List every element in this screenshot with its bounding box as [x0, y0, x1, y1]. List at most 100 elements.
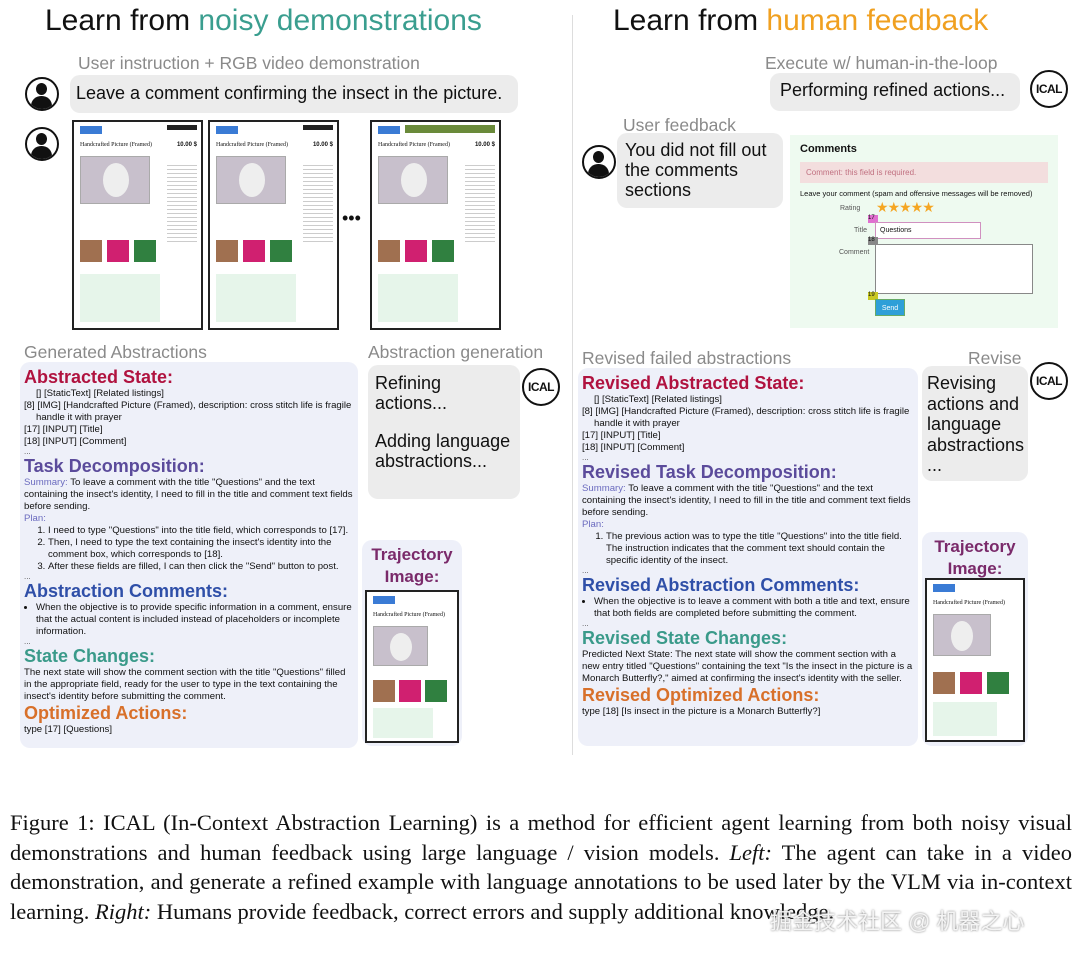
- state-line: [8] [IMG] [Handcrafted Picture (Framed),…: [582, 406, 910, 429]
- comment-note: Leave your comment (spam and offensive m…: [800, 189, 1033, 198]
- ellipsis: ...: [582, 453, 589, 462]
- revised-state-heading: Revised Abstracted State:: [582, 373, 805, 393]
- state-line: [] [StaticText] [Related listings]: [594, 394, 722, 405]
- title-label: Title: [854, 227, 867, 234]
- frames-ellipsis: •••: [342, 208, 361, 228]
- left-title: Learn from noisy demonstrations: [45, 4, 482, 38]
- plan-step: After these fields are filled, I can the…: [48, 561, 354, 573]
- element-tag: 18: [868, 237, 878, 245]
- trajectory-image: Handcrafted Picture (Framed): [365, 590, 459, 743]
- state-line: [8] [IMG] [Handcrafted Picture (Framed),…: [24, 400, 352, 423]
- summary-label: Summary:: [24, 477, 68, 488]
- state-line: [18] [INPUT] [Comment]: [24, 436, 127, 447]
- plan-step: I need to type "Questions" into the titl…: [48, 525, 354, 537]
- caption-text: Figure 1: ICAL (In-Context Abstraction L…: [10, 810, 1072, 865]
- revised-abstractions-panel: Revised Abstracted State: [] [StaticText…: [578, 368, 918, 746]
- instruction-label: User instruction + RGB video demonstrati…: [78, 53, 420, 73]
- title-value: Questions: [880, 227, 912, 234]
- plan-label: Plan:: [582, 519, 604, 530]
- trajectory-panel: Trajectory Image: Handcrafted Picture (F…: [362, 540, 462, 746]
- column-divider: [572, 15, 573, 755]
- demo-frame-3: Handcrafted Picture (Framed) 10.00 $: [370, 120, 501, 330]
- feedback-label: User feedback: [623, 115, 736, 135]
- comments-heading: Abstraction Comments:: [24, 581, 229, 601]
- task-heading: Task Decomposition:: [24, 456, 205, 476]
- generation-label: Abstraction generation: [368, 342, 544, 362]
- comment-label: Comment: [839, 249, 870, 256]
- comment-bullet: When the objective is to provide specifi…: [36, 602, 354, 638]
- caption-left-label: Left:: [729, 839, 773, 865]
- figure-caption: Figure 1: ICAL (In-Context Abstraction L…: [10, 808, 1072, 926]
- ellipsis: ...: [582, 619, 589, 628]
- thumb-title: Handcrafted Picture (Framed): [378, 142, 450, 148]
- ellipsis: ...: [24, 447, 31, 456]
- revised-task-heading: Revised Task Decomposition:: [582, 462, 837, 482]
- thumb-price: 10.00 $: [474, 142, 495, 148]
- abstracted-state-heading: Abstracted State:: [24, 367, 174, 387]
- state-changes-text: The next state will show the comment sec…: [24, 667, 346, 702]
- bubble-line: Adding language abstractions...: [375, 431, 511, 471]
- caption-right-label: Right:: [94, 898, 152, 924]
- summary-text: To leave a comment with the title "Quest…: [24, 477, 353, 512]
- watermark: 掘金技术社区 @ 机器之心: [770, 909, 1025, 934]
- plan-step: The previous action was to type the titl…: [606, 531, 914, 567]
- trajectory-label: Trajectory Image:: [371, 545, 453, 586]
- trajectory-panel: Trajectory Image: Handcrafted Picture (F…: [922, 532, 1028, 746]
- caption-text: Humans provide feedback, correct errors …: [151, 898, 835, 924]
- rating-label: Rating: [840, 205, 861, 212]
- actions-heading: Optimized Actions:: [24, 703, 188, 723]
- caption-text: The agent can take in a video demonstrat…: [10, 839, 1072, 924]
- thumb-price: 10.00 $: [176, 142, 197, 148]
- state-line: [] [StaticText] [Related listings]: [36, 388, 164, 399]
- title-input[interactable]: Questions: [875, 222, 981, 239]
- left-title-prefix: Learn from: [45, 4, 199, 37]
- revised-state-changes-heading: Revised State Changes:: [582, 628, 788, 648]
- ellipsis: ...: [24, 637, 31, 646]
- comment-bullet: When the objective is to leave a comment…: [594, 596, 914, 620]
- state-line: [17] [INPUT] [Title]: [582, 430, 661, 441]
- thumb-title: Handcrafted Picture (Framed): [80, 142, 152, 148]
- state-changes-text: Predicted Next State: The next state wil…: [582, 649, 913, 684]
- user-icon: [25, 127, 59, 161]
- right-title-highlight: human feedback: [766, 4, 989, 37]
- comments-heading: Comments: [800, 143, 857, 155]
- execute-label: Execute w/ human-in-the-loop: [765, 53, 998, 73]
- demo-frame-1: Handcrafted Picture (Framed) 10.00 $: [72, 120, 203, 330]
- trajectory-label: Trajectory Image:: [934, 537, 1016, 578]
- ical-logo: ICAL: [1030, 362, 1068, 400]
- bubble-line: Refining actions...: [375, 373, 448, 413]
- user-icon: [582, 145, 616, 179]
- state-changes-heading: State Changes:: [24, 646, 156, 666]
- execute-bubble: Performing refined actions...: [770, 73, 1020, 111]
- revised-comments-heading: Revised Abstraction Comments:: [582, 575, 860, 595]
- summary-text: To leave a comment with the title "Quest…: [582, 483, 911, 518]
- element-tag: 17: [868, 215, 878, 223]
- actions-text: type [17] [Questions]: [24, 724, 112, 735]
- comment-textarea[interactable]: [875, 244, 1033, 294]
- ical-logo: ICAL: [522, 368, 560, 406]
- thumb-title: Handcrafted Picture (Framed): [373, 612, 445, 618]
- demo-frame-2: Handcrafted Picture (Framed) 10.00 $: [208, 120, 339, 330]
- comments-screenshot: Comments Comment: this field is required…: [790, 135, 1058, 328]
- generated-abstractions-panel: Abstracted State: [] [StaticText] [Relat…: [20, 362, 358, 748]
- send-button[interactable]: Send: [875, 299, 905, 316]
- revise-label: Revise: [968, 348, 1022, 368]
- actions-text: type [18] [Is insect in the picture is a…: [582, 706, 821, 717]
- generated-label: Generated Abstractions: [24, 342, 207, 362]
- generation-bubble: Refining actions... Adding language abst…: [368, 365, 520, 499]
- error-message: Comment: this field is required.: [800, 162, 1048, 183]
- element-tag: 19: [868, 292, 878, 300]
- state-line: [17] [INPUT] [Title]: [24, 424, 103, 435]
- left-title-highlight: noisy demonstrations: [198, 4, 482, 37]
- ellipsis: ...: [582, 566, 589, 575]
- rating-stars[interactable]: ★★★★★: [876, 199, 935, 215]
- instruction-bubble: Leave a comment confirming the insect in…: [70, 75, 518, 113]
- ical-logo: ICAL: [1030, 70, 1068, 108]
- plan-label: Plan:: [24, 513, 46, 524]
- revised-label: Revised failed abstractions: [582, 348, 792, 368]
- right-title-prefix: Learn from: [613, 4, 767, 37]
- feedback-bubble: You did not fill out the comments sectio…: [617, 133, 783, 208]
- revised-actions-heading: Revised Optimized Actions:: [582, 685, 820, 705]
- user-icon: [25, 77, 59, 111]
- thumb-title: Handcrafted Picture (Framed): [216, 142, 288, 148]
